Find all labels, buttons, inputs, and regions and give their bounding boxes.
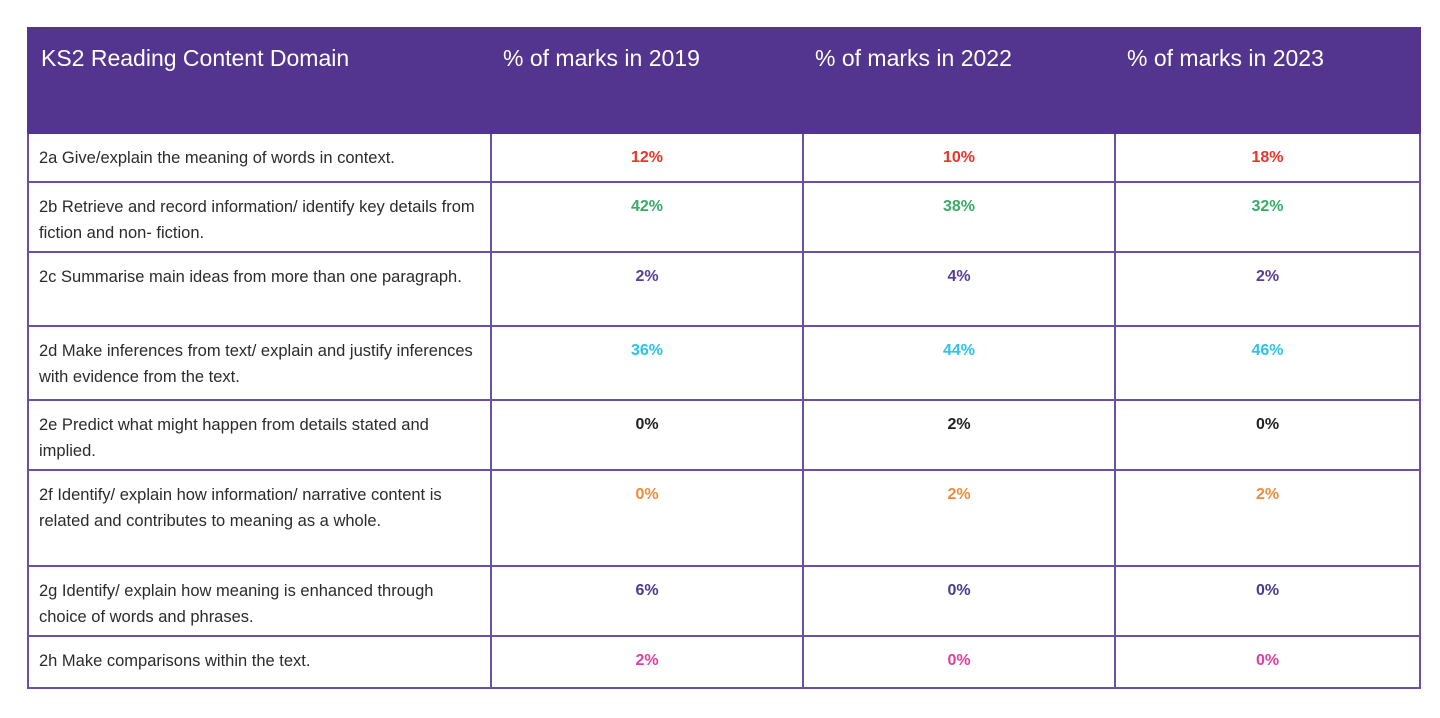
value-cell-2022: 0% [802, 565, 1116, 637]
table-row: 2d Make inferences from text/ explain an… [27, 325, 1421, 401]
value-cell-2019: 12% [490, 132, 804, 183]
value-cell-2023: 0% [1114, 399, 1421, 471]
header-2022: % of marks in 2022 [802, 27, 1116, 134]
value-cell-2023: 32% [1114, 181, 1421, 253]
value-cell-2019: 42% [490, 181, 804, 253]
domain-cell: 2d Make inferences from text/ explain an… [27, 325, 492, 401]
value-cell-2019: 0% [490, 469, 804, 567]
value-cell-2019: 2% [490, 251, 804, 327]
ks2-reading-content-table: KS2 Reading Content Domain % of marks in… [27, 27, 1421, 689]
value-cell-2022: 38% [802, 181, 1116, 253]
header-2019: % of marks in 2019 [490, 27, 804, 134]
value-cell-2022: 2% [802, 399, 1116, 471]
domain-cell: 2h Make comparisons within the text. [27, 635, 492, 689]
table-row: 2g Identify/ explain how meaning is enha… [27, 565, 1421, 637]
value-cell-2019: 6% [490, 565, 804, 637]
table-row: 2a Give/explain the meaning of words in … [27, 132, 1421, 183]
domain-cell: 2a Give/explain the meaning of words in … [27, 132, 492, 183]
header-domain: KS2 Reading Content Domain [27, 27, 492, 134]
domain-cell: 2g Identify/ explain how meaning is enha… [27, 565, 492, 637]
value-cell-2023: 2% [1114, 469, 1421, 567]
value-cell-2022: 10% [802, 132, 1116, 183]
domain-cell: 2b Retrieve and record information/ iden… [27, 181, 492, 253]
domain-cell: 2f Identify/ explain how information/ na… [27, 469, 492, 567]
value-cell-2023: 0% [1114, 565, 1421, 637]
table-header-row: KS2 Reading Content Domain % of marks in… [27, 27, 1421, 134]
table-row: 2h Make comparisons within the text. 2% … [27, 635, 1421, 689]
value-cell-2023: 0% [1114, 635, 1421, 689]
value-cell-2023: 18% [1114, 132, 1421, 183]
domain-cell: 2e Predict what might happen from detail… [27, 399, 492, 471]
header-2023: % of marks in 2023 [1114, 27, 1421, 134]
value-cell-2019: 36% [490, 325, 804, 401]
table-row: 2f Identify/ explain how information/ na… [27, 469, 1421, 567]
table-row: 2b Retrieve and record information/ iden… [27, 181, 1421, 253]
value-cell-2022: 4% [802, 251, 1116, 327]
value-cell-2022: 44% [802, 325, 1116, 401]
table-row: 2e Predict what might happen from detail… [27, 399, 1421, 471]
table-container: KS2 Reading Content Domain % of marks in… [27, 27, 1421, 689]
domain-cell: 2c Summarise main ideas from more than o… [27, 251, 492, 327]
table-row: 2c Summarise main ideas from more than o… [27, 251, 1421, 327]
value-cell-2019: 0% [490, 399, 804, 471]
value-cell-2023: 46% [1114, 325, 1421, 401]
value-cell-2022: 2% [802, 469, 1116, 567]
value-cell-2022: 0% [802, 635, 1116, 689]
value-cell-2019: 2% [490, 635, 804, 689]
value-cell-2023: 2% [1114, 251, 1421, 327]
